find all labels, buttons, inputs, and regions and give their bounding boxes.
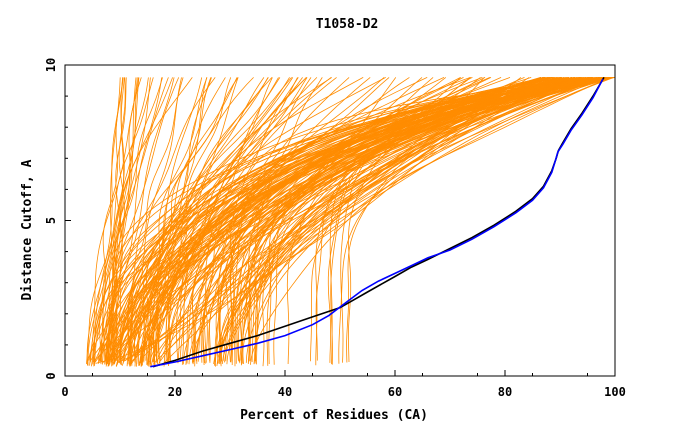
x-axis-label: Percent of Residues (CA) [240,408,428,423]
model-curve [250,77,556,365]
model-curve [97,77,163,363]
model-curve [130,77,548,362]
model-curve [221,77,604,364]
model-curve [254,77,612,365]
model-curve [102,77,299,364]
model-curve [115,77,594,361]
model-curve [131,77,603,366]
x-tick-label: 80 [498,385,512,399]
model-curve [245,77,573,363]
model-curve [315,77,610,361]
model-curve [186,77,541,364]
model-curve [108,77,137,366]
model-curve [92,77,273,363]
model-curve [242,77,575,364]
y-axis: 0 5 10 [44,58,71,380]
model-curve [138,77,464,366]
model-curve [129,77,563,362]
model-curve [86,77,154,365]
model-curve [106,77,139,365]
model-curve [130,77,471,362]
model-curve [93,77,269,364]
model-curve [106,77,151,362]
x-axis: 0 20 40 60 80 100 [61,370,626,399]
model-curve [105,77,601,361]
model-curve [156,77,447,363]
model-curve [159,77,481,362]
model-curve [196,77,583,362]
model-curve [181,77,590,365]
highlight-curve-blue [150,78,604,368]
model-curve [100,77,180,361]
x-tick-label: 20 [168,385,182,399]
model-curve [338,77,603,364]
model-curve [98,77,364,362]
model-curve [102,77,581,365]
x-tick-label: 0 [61,385,68,399]
model-curve [133,77,428,363]
model-curve [130,77,312,365]
model-curve [168,77,572,367]
model-curve [112,77,126,366]
model-curve [87,77,173,366]
model-curve [113,77,604,362]
model-curve [116,77,307,366]
model-curve [99,77,175,362]
model-curve [110,77,127,366]
model-curve [226,77,597,365]
model-curve [91,77,124,367]
y-tick-label: 10 [44,58,58,72]
x-tick-label: 100 [604,385,626,399]
model-curve [113,77,385,365]
model-curve [315,77,611,366]
highlight-curves [150,76,605,368]
model-curve [262,77,542,367]
model-curve [248,77,600,361]
model-curve [134,77,597,367]
model-curve [115,77,281,367]
model-curve [247,77,605,362]
chart-title: T1058-D2 [316,17,379,32]
model-curve [153,77,226,367]
model-curve [90,77,142,363]
model-curve [158,77,265,364]
model-curve [192,77,589,364]
model-curves [86,77,615,367]
y-tick-label: 5 [44,217,58,224]
model-curve [93,77,124,367]
model-curve [92,77,532,365]
model-curve [192,77,569,367]
model-curve [104,77,307,363]
y-axis-label: Distance Cutoff, A [20,159,35,300]
model-curve [123,77,586,362]
model-curve [121,77,461,361]
x-tick-label: 60 [388,385,402,399]
model-curve [146,77,589,365]
model-curve [176,77,612,364]
model-curve [242,77,593,365]
model-curve [111,77,125,363]
model-curve [115,77,308,367]
model-curve [104,77,604,364]
x-tick-label: 40 [278,385,292,399]
y-tick-label: 0 [44,372,58,379]
model-curve [156,77,318,364]
model-curve [150,77,332,365]
model-curve [245,77,590,363]
model-curve [168,77,601,361]
model-curve [86,77,193,366]
model-curve [119,77,483,362]
model-curve [330,77,613,365]
